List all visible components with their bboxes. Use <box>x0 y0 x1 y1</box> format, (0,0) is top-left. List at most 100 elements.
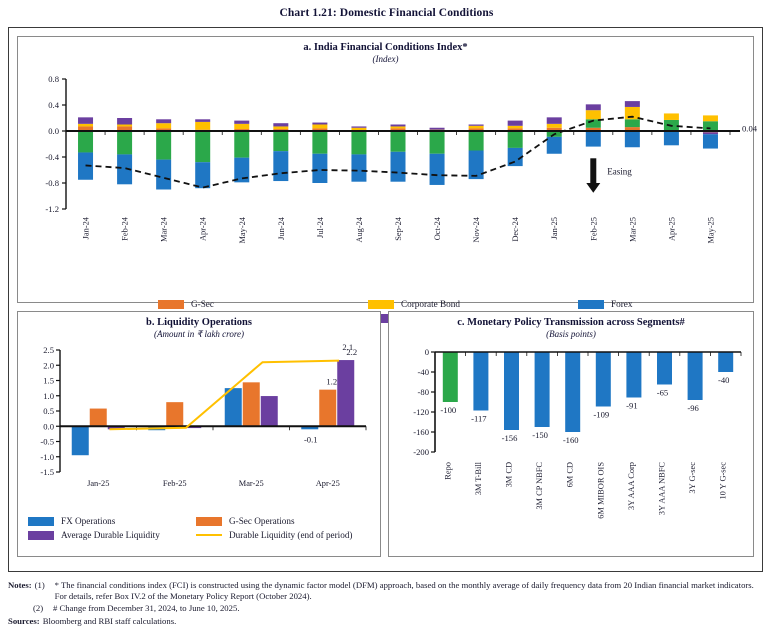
svg-text:Oct-24: Oct-24 <box>433 216 442 240</box>
svg-text:0.0: 0.0 <box>43 421 54 431</box>
svg-text:1.0: 1.0 <box>43 391 54 401</box>
svg-text:-156: -156 <box>502 433 518 443</box>
note-row-2: (2) # Change from December 31, 2024, to … <box>33 603 765 614</box>
svg-text:Mar-25: Mar-25 <box>628 217 637 242</box>
svg-text:0.04: 0.04 <box>742 123 758 133</box>
legend-swatch-average-durable-liquidity <box>28 530 54 540</box>
note-text-2: # Change from December 31, 2024, to June… <box>53 602 240 613</box>
svg-text:0.4: 0.4 <box>48 100 59 110</box>
notes-label: Notes: <box>8 580 32 590</box>
svg-text:-40: -40 <box>718 375 729 385</box>
legend-label-gsec-operations: G-Sec Operations <box>229 516 295 526</box>
svg-text:-1.5: -1.5 <box>40 467 54 477</box>
svg-text:-1.0: -1.0 <box>40 452 54 462</box>
charts-outer-frame: a. India Financial Conditions Index* (In… <box>8 27 763 572</box>
legend-swatch-fx-operations <box>28 516 54 526</box>
note-number-1: (1) <box>34 580 45 590</box>
legend-item-average-durable-liquidity: Average Durable Liquidity <box>28 528 160 542</box>
svg-text:Feb-24: Feb-24 <box>121 216 130 241</box>
panel-liquidity-operations: b. Liquidity Operations (Amount in ₹ lak… <box>17 311 381 557</box>
legend-swatch-forex <box>578 299 604 309</box>
legend-item-gsec: G-Sec <box>158 297 216 311</box>
legend-swatch-money-market <box>368 313 394 323</box>
svg-text:Feb-25: Feb-25 <box>163 479 187 488</box>
legend-swatch-gsec-operations <box>196 516 222 526</box>
panel-b-plot: 2.5 2.0 1.5 1.0 0.5 0.0 -0.5 -1.0 -1.5 2.1 2.2 1.2 -… <box>18 340 382 512</box>
svg-text:-96: -96 <box>687 403 699 413</box>
note-row-1: Notes: (1) * The financial conditions in… <box>8 580 765 603</box>
panel-b-subtitle: (Amount in ₹ lakh crore) <box>153 329 245 339</box>
svg-text:Jul-24: Jul-24 <box>316 216 325 238</box>
panel-india-financial-conditions-index: a. India Financial Conditions Index* (In… <box>17 36 758 323</box>
svg-text:10 Y G-sec: 10 Y G-sec <box>719 462 728 500</box>
svg-text:-117: -117 <box>471 414 487 424</box>
legend-item-fx-operations: FX Operations <box>28 514 160 528</box>
svg-text:1.5: 1.5 <box>43 376 54 386</box>
svg-text:3Y G-sec: 3Y G-sec <box>688 462 697 494</box>
svg-text:3Y AAA NBFC: 3Y AAA NBFC <box>658 462 667 516</box>
note-number-2: (2) <box>33 602 44 613</box>
svg-text:May-24: May-24 <box>238 216 247 243</box>
svg-text:Jan-24: Jan-24 <box>82 216 91 239</box>
svg-text:May-25: May-25 <box>706 217 715 244</box>
panel-c-subtitle: (Basis points) <box>546 329 596 339</box>
sources-text: Bloomberg and RBI staff calculations. <box>42 616 177 627</box>
svg-text:Apr-25: Apr-25 <box>667 217 676 241</box>
svg-text:-160: -160 <box>413 427 429 437</box>
svg-text:6M CD: 6M CD <box>566 462 575 487</box>
svg-text:Aug-24: Aug-24 <box>355 216 364 242</box>
legend-swatch-gsec <box>158 299 184 309</box>
legend-item-gsec-operations: G-Sec Operations <box>196 514 352 528</box>
panel-a-subtitle: (Index) <box>372 54 399 64</box>
svg-text:Repo: Repo <box>443 462 452 480</box>
svg-text:-109: -109 <box>593 410 609 420</box>
legend-label-durable-liquidity: Durable Liquidity (end of period) <box>229 530 353 540</box>
svg-text:-100: -100 <box>440 405 456 415</box>
svg-text:2.1: 2.1 <box>342 342 353 352</box>
svg-text:Apr-25: Apr-25 <box>316 479 340 488</box>
svg-text:Mar-24: Mar-24 <box>160 216 169 242</box>
svg-text:-150: -150 <box>532 430 548 440</box>
svg-text:1.2: 1.2 <box>326 377 337 387</box>
sources-label: Sources: <box>8 616 40 627</box>
svg-text:2.2: 2.2 <box>346 347 357 357</box>
legend-label-fx-operations: FX Operations <box>61 516 116 526</box>
svg-text:-40: -40 <box>418 367 429 377</box>
svg-text:-0.8: -0.8 <box>45 178 59 188</box>
legend-solid-line-durable-liquidity <box>196 534 222 536</box>
svg-text:0.5: 0.5 <box>43 406 54 416</box>
svg-text:Nov-24: Nov-24 <box>472 216 481 242</box>
svg-text:-0.4: -0.4 <box>45 152 59 162</box>
svg-text:0.0: 0.0 <box>48 126 59 136</box>
panel-b-title: b. Liquidity Operations <box>146 317 252 328</box>
svg-text:Feb-25: Feb-25 <box>589 217 598 241</box>
svg-text:-80: -80 <box>418 387 429 397</box>
svg-text:-200: -200 <box>413 447 429 457</box>
svg-text:Mar-25: Mar-25 <box>239 479 264 488</box>
page-title: Chart 1.21: Domestic Financial Condition… <box>279 7 494 19</box>
legend-item-forex: Forex <box>578 297 632 311</box>
svg-text:-1.2: -1.2 <box>45 204 59 214</box>
svg-text:2.0: 2.0 <box>43 360 54 370</box>
svg-text:3M T-Bill: 3M T-Bill <box>474 461 483 495</box>
svg-text:-0.1: -0.1 <box>304 434 318 444</box>
svg-text:3M CP NBFC: 3M CP NBFC <box>535 462 544 510</box>
svg-text:-160: -160 <box>563 435 579 445</box>
svg-text:Jan-25: Jan-25 <box>550 217 559 239</box>
svg-text:Sep-24: Sep-24 <box>394 216 403 241</box>
panel-a-title: a. India Financial Conditions Index* <box>303 42 468 53</box>
notes-block: Notes: (1) * The financial conditions in… <box>8 580 765 628</box>
note-text-1: * The financial conditions index (FCI) i… <box>54 580 754 602</box>
svg-text:-65: -65 <box>657 388 668 398</box>
svg-text:6M MIBOR OIS: 6M MIBOR OIS <box>596 462 605 519</box>
svg-text:0.8: 0.8 <box>48 74 59 84</box>
legend-item-durable-liquidity: Durable Liquidity (end of period) <box>196 528 352 542</box>
svg-text:0: 0 <box>425 347 429 357</box>
svg-text:3Y AAA Corp: 3Y AAA Corp <box>627 462 636 510</box>
svg-text:2.5: 2.5 <box>43 345 54 355</box>
svg-text:-0.5: -0.5 <box>40 437 54 447</box>
svg-text:-91: -91 <box>626 401 637 411</box>
svg-text:3M CD: 3M CD <box>505 462 514 487</box>
svg-text:Easing: Easing <box>607 166 632 176</box>
